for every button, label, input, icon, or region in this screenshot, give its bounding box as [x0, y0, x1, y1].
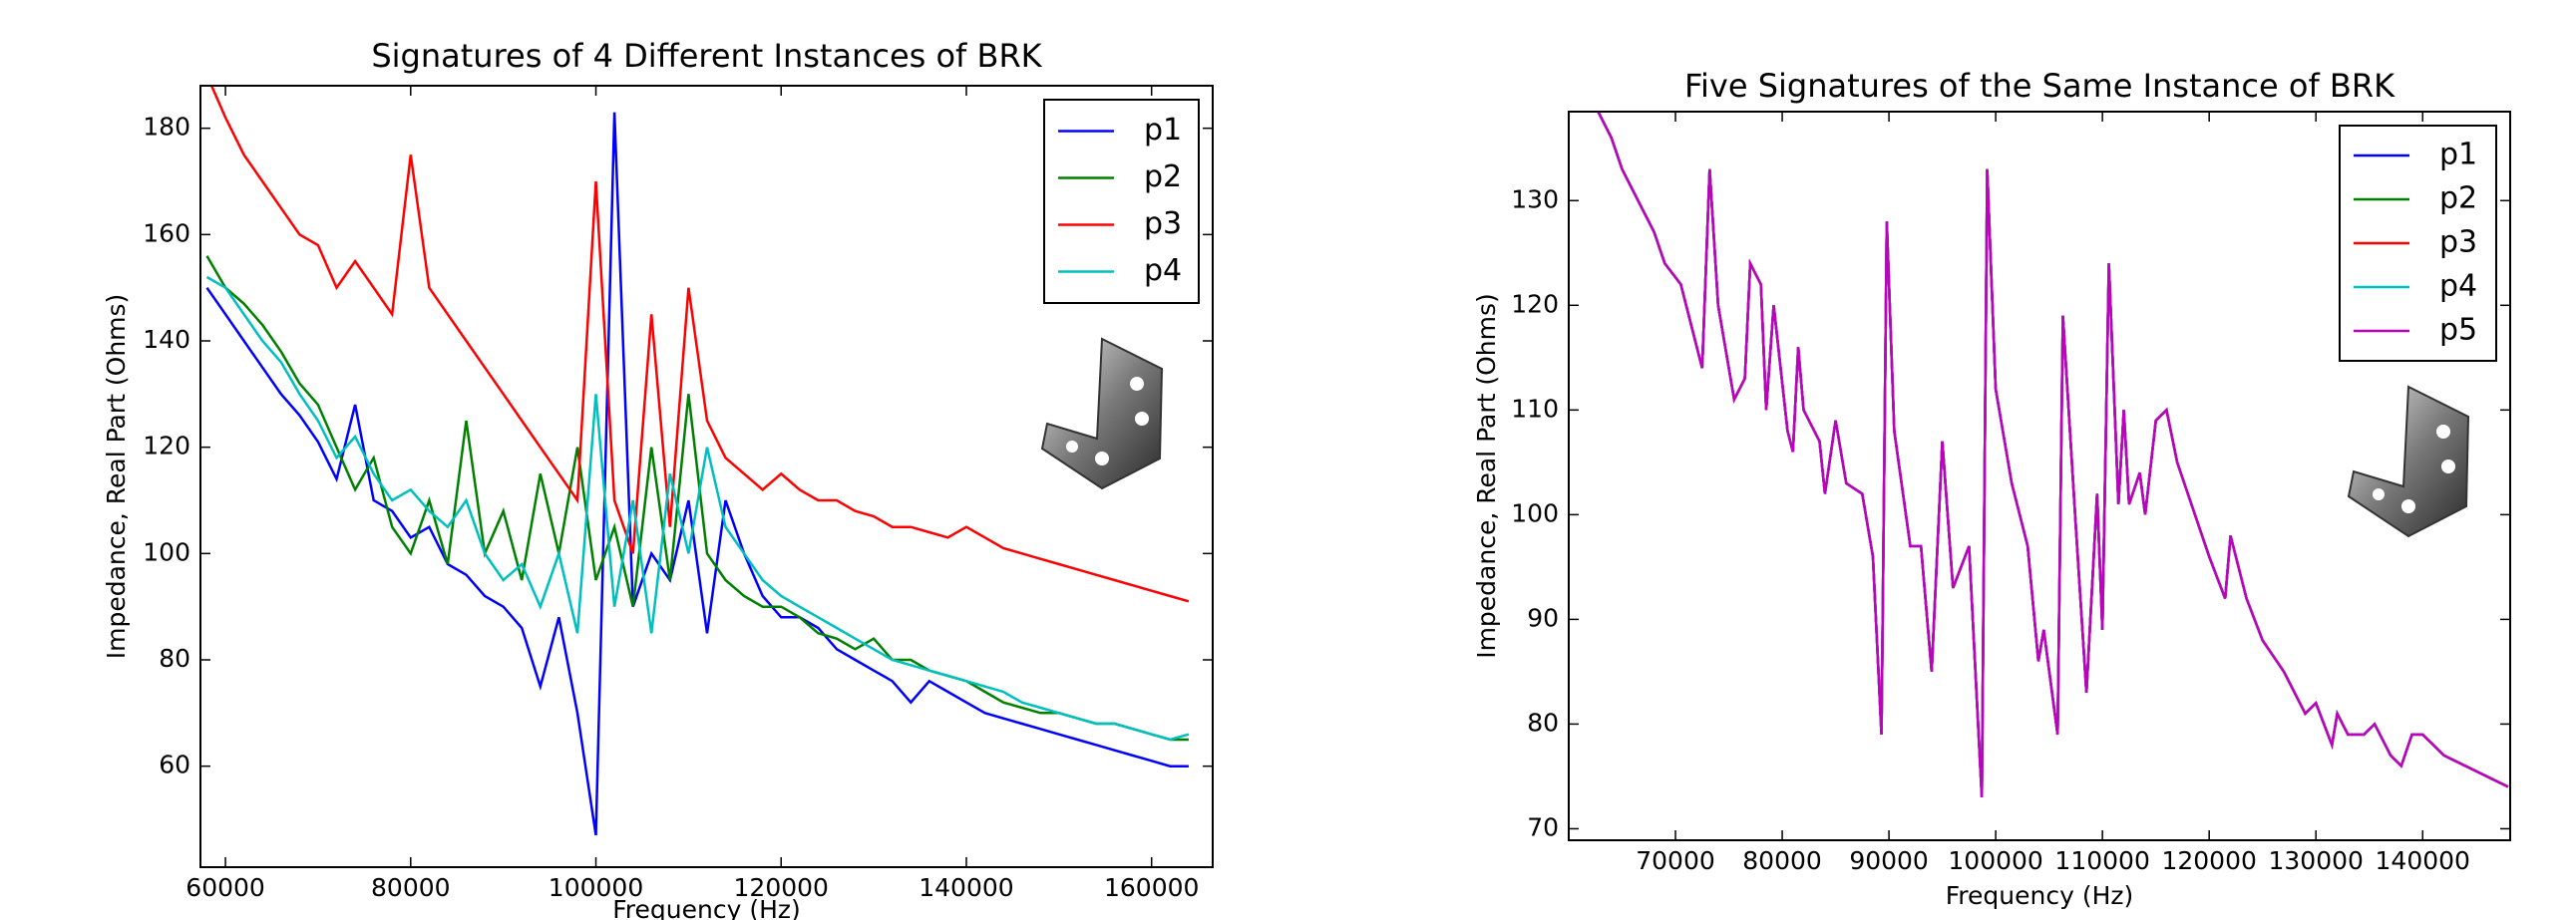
legend-label: p3: [2439, 225, 2477, 260]
line-series: [1597, 112, 2509, 797]
legend-label: p3: [1144, 206, 1182, 241]
y-tick-label: 100: [143, 537, 190, 566]
line-series: [205, 112, 1189, 836]
x-tick-label: 90000: [1849, 846, 1929, 875]
y-tick-label: 60: [159, 751, 190, 779]
x-tick-label: 110000: [2054, 846, 2149, 875]
y-axis-label: Impedance, Real Part (Ohms): [102, 294, 131, 660]
axes-frame: [1568, 111, 2511, 841]
x-tick-label: 80000: [1742, 846, 1822, 875]
x-tick-label: 120000: [734, 873, 829, 902]
y-tick-label: 70: [1527, 812, 1559, 841]
line-series: [205, 255, 1189, 742]
legend-label: p1: [1144, 113, 1182, 148]
chart-title: Five Signatures of the Same Instance of …: [1684, 67, 2395, 105]
y-tick-label: 160: [143, 218, 190, 247]
x-tick-label: 130000: [2268, 846, 2363, 875]
x-tick-label: 80000: [371, 873, 451, 902]
legend-label: p1: [2439, 138, 2477, 172]
x-tick-label: 140000: [919, 873, 1013, 902]
axes-frame: [199, 85, 1214, 868]
y-tick-label: 80: [1527, 708, 1559, 737]
x-tick-label: 100000: [1948, 846, 2042, 875]
x-tick-label: 120000: [2161, 846, 2256, 875]
y-tick-label: 110: [1511, 394, 1559, 423]
y-tick-label: 140: [143, 325, 190, 354]
y-tick-label: 90: [1527, 603, 1559, 632]
x-tick-label: 70000: [1636, 846, 1715, 875]
legend-label: p2: [2439, 181, 2477, 216]
y-axis-label: Impedance, Real Part (Ohms): [1472, 293, 1501, 659]
y-tick-label: 130: [1511, 184, 1559, 213]
x-tick-label: 140000: [2376, 846, 2470, 875]
y-tick-label: 100: [1511, 498, 1559, 527]
legend-label: p5: [2439, 313, 2477, 348]
plot-lines: [1597, 112, 2509, 797]
legend-label: p4: [1144, 253, 1182, 288]
bracket-icon: [2347, 385, 2470, 538]
y-tick-label: 180: [143, 113, 190, 142]
legend-box: [1043, 99, 1200, 304]
legend-label: p2: [1144, 159, 1182, 194]
x-tick-label: 60000: [185, 873, 265, 902]
x-axis-label: Frequency (Hz): [1946, 881, 2134, 910]
x-axis-label: Frequency (Hz): [612, 895, 801, 920]
chart-title: Signatures of 4 Different Instances of B…: [371, 37, 1042, 75]
line-series: [209, 86, 1190, 603]
bracket-icon: [1040, 337, 1164, 490]
y-tick-label: 80: [159, 644, 190, 673]
y-tick-label: 120: [143, 432, 190, 460]
line-series: [205, 275, 1190, 742]
x-tick-label: 100000: [549, 873, 643, 902]
legend-label: p4: [2439, 269, 2477, 304]
plot-lines: [205, 86, 1190, 836]
y-tick-label: 120: [1511, 289, 1559, 318]
x-tick-label: 160000: [1104, 873, 1199, 902]
